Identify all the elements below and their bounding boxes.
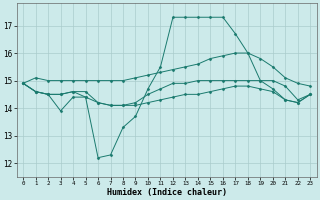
- X-axis label: Humidex (Indice chaleur): Humidex (Indice chaleur): [107, 188, 227, 197]
